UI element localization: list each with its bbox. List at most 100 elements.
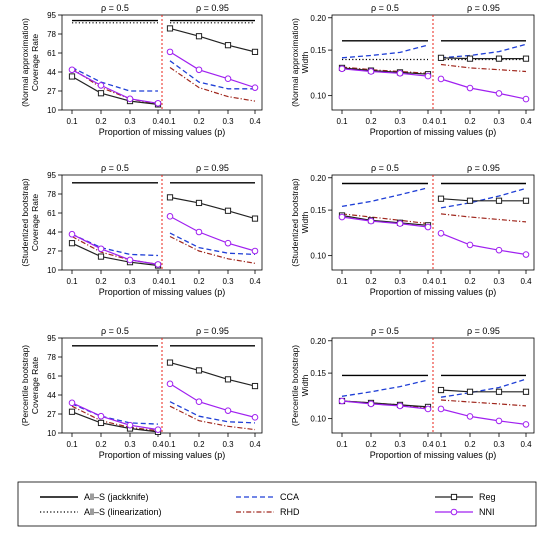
data-point-nni — [437, 75, 445, 83]
data-point-nni — [97, 412, 105, 420]
x-tick-label: 0.3 — [394, 117, 406, 126]
series-line-reg — [440, 389, 526, 393]
data-point-nni — [338, 397, 346, 405]
legend-frame — [17, 481, 537, 527]
data-point-nni — [195, 228, 203, 236]
data-point-nni — [166, 213, 174, 220]
x-tick-label: 0.3 — [493, 117, 505, 126]
data-point-reg — [466, 197, 474, 204]
series-line-cca — [169, 401, 256, 424]
x-tick-label: 0.3 — [493, 277, 505, 286]
data-point-nni — [97, 245, 105, 253]
x-axis-label: Proportion of missing values (p) — [370, 127, 497, 137]
series-line-cca — [169, 232, 256, 256]
series-line-nni — [169, 215, 256, 252]
group-label: ρ = 0.5 — [371, 326, 399, 336]
group-label: ρ = 0.5 — [371, 3, 399, 13]
series-line-cca — [71, 403, 159, 425]
series-line-reg — [440, 198, 526, 202]
data-point-nni — [224, 407, 232, 414]
y-tick-label: 44 — [47, 228, 56, 237]
data-point-nni — [68, 230, 76, 238]
data-point-nni — [495, 417, 503, 425]
data-point-nni — [338, 213, 346, 221]
legend-label-jackknife: All–S (jackknife) — [84, 492, 149, 502]
data-point-nni — [437, 405, 445, 413]
x-tick-label: 0.2 — [95, 117, 107, 126]
series-line-rhd — [440, 63, 527, 73]
series-line-nni — [169, 51, 256, 89]
series-line-rhd — [71, 235, 159, 265]
series-line-cca — [341, 379, 429, 397]
legend-marker-reg — [450, 493, 458, 501]
data-point-nni — [166, 48, 174, 56]
series-line-reg — [71, 75, 159, 105]
data-point-nni — [396, 70, 404, 77]
data-point-nni — [97, 82, 105, 89]
legend-label-linearization: All–S (linearization) — [84, 507, 162, 517]
data-point-nni — [68, 66, 76, 74]
data-point-reg — [224, 376, 232, 383]
x-axis-label: Proportion of missing values (p) — [99, 450, 226, 460]
y-tick-label: 0.15 — [310, 206, 326, 215]
x-tick-label: 0.3 — [222, 117, 234, 126]
x-tick-label: 0.1 — [66, 277, 78, 286]
series-line-rhd — [169, 405, 256, 431]
data-point-nni — [396, 402, 404, 410]
x-tick-label: 0.1 — [164, 117, 176, 126]
data-point-reg — [68, 73, 76, 80]
data-point-reg — [68, 408, 76, 415]
data-point-nni — [522, 421, 530, 428]
x-tick-label: 0.4 — [520, 440, 532, 449]
series-line-cca — [440, 43, 527, 59]
data-point-reg — [251, 48, 259, 55]
series-line-nni — [71, 402, 159, 431]
x-tick-label: 0.1 — [336, 277, 348, 286]
y-tick-label: 0.20 — [310, 337, 326, 346]
series-line-reg — [440, 57, 526, 60]
group-label: ρ = 0.95 — [467, 163, 500, 173]
series-line-nni — [341, 216, 429, 228]
y-tick-label: 0.20 — [310, 174, 326, 183]
data-point-reg — [195, 33, 203, 40]
data-point-nni — [251, 247, 259, 255]
y-axis-label: Coverage Rate — [30, 34, 40, 91]
x-tick-label: 0.3 — [124, 440, 136, 449]
series-line-reg — [169, 196, 256, 220]
group-label: ρ = 0.95 — [467, 326, 500, 336]
data-point-nni — [522, 95, 530, 103]
series-line-rhd — [71, 405, 159, 432]
y-axis-label: Width — [300, 374, 310, 396]
data-point-nni — [522, 251, 530, 258]
x-tick-label: 0.4 — [152, 440, 164, 449]
data-point-nni — [126, 95, 134, 103]
data-point-reg — [466, 55, 474, 62]
group-label: ρ = 0.95 — [196, 163, 229, 173]
series-line-cca — [341, 187, 429, 208]
x-tick-label: 0.2 — [193, 440, 205, 449]
x-tick-label: 0.1 — [66, 117, 78, 126]
legend: All–S (jackknife) All–S (linearization) CC… — [17, 481, 537, 527]
y-tick-label: 27 — [47, 410, 56, 419]
data-point-nni — [195, 66, 203, 74]
x-tick-label: 0.4 — [520, 277, 532, 286]
series-line-reg — [71, 242, 159, 267]
data-point-reg — [495, 197, 503, 204]
legend-label-reg: Reg — [479, 492, 496, 502]
x-tick-label: 0.2 — [365, 440, 377, 449]
group-label: ρ = 0.95 — [467, 3, 500, 13]
x-tick-label: 0.4 — [422, 117, 434, 126]
y-axis-label: Width — [300, 211, 310, 233]
legend-marker-nni — [450, 508, 458, 516]
x-tick-label: 0.1 — [336, 117, 348, 126]
series-line-rhd — [440, 399, 527, 407]
legend-label-rhd: RHD — [280, 507, 300, 517]
data-point-nni — [154, 426, 162, 433]
y-tick-label: 0.10 — [310, 92, 326, 101]
x-axis-label: Proportion of missing values (p) — [370, 287, 497, 297]
group-label: ρ = 0.5 — [371, 163, 399, 173]
series-line-reg — [71, 411, 159, 433]
plot-grid: ρ = 0.5 ρ = 0.95 10 27 44 61 78 95 (Normal appro… — [20, 3, 535, 460]
x-axis-label: Proportion of missing values (p) — [370, 450, 497, 460]
data-point-nni — [437, 230, 445, 237]
